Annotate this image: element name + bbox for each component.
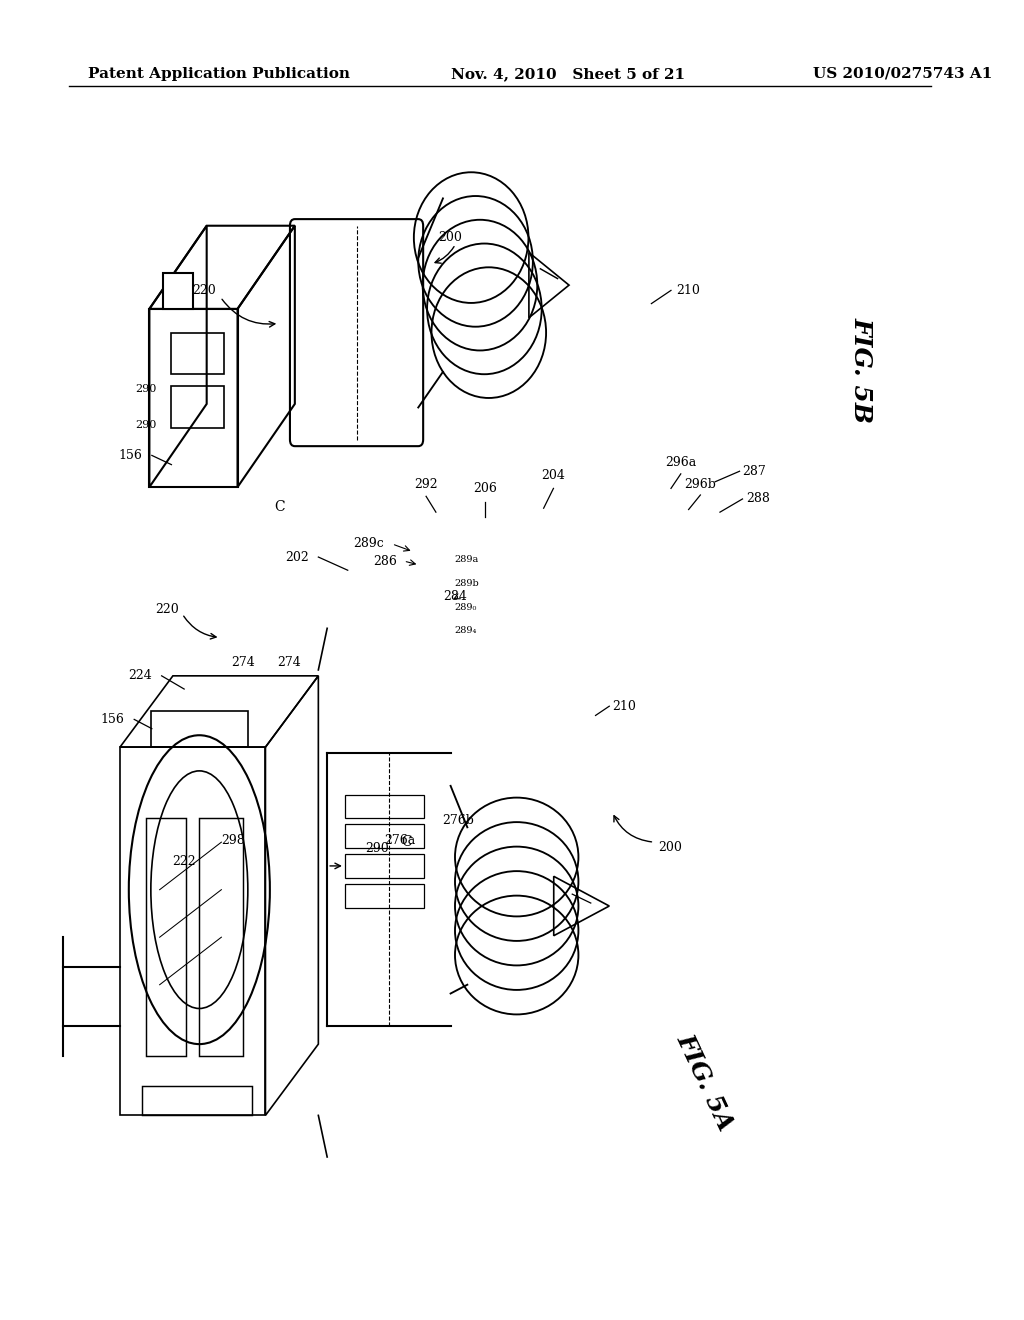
Text: 206: 206 [473, 482, 497, 495]
Text: 290: 290 [366, 842, 389, 855]
Text: 289a: 289a [455, 556, 479, 564]
Text: C: C [401, 836, 412, 849]
Text: 290: 290 [135, 420, 157, 430]
Text: 202: 202 [285, 550, 308, 564]
Text: 200: 200 [438, 231, 463, 244]
Text: Nov. 4, 2010   Sheet 5 of 21: Nov. 4, 2010 Sheet 5 of 21 [451, 67, 685, 81]
Text: 289c: 289c [353, 537, 384, 550]
Text: 289₄: 289₄ [455, 627, 477, 635]
Text: 296b: 296b [684, 478, 717, 491]
Text: US 2010/0275743 A1: US 2010/0275743 A1 [813, 67, 992, 81]
Text: 296a: 296a [666, 455, 696, 469]
Text: 156: 156 [100, 713, 124, 726]
Text: 286: 286 [373, 554, 396, 568]
Text: 274: 274 [231, 656, 255, 669]
Text: 276a: 276a [384, 834, 416, 847]
Text: 274: 274 [278, 656, 301, 669]
Text: 210: 210 [676, 284, 699, 297]
Text: FIG. 5A: FIG. 5A [673, 1030, 738, 1135]
Text: 224: 224 [128, 669, 152, 682]
Text: 287: 287 [742, 465, 766, 478]
Text: 288: 288 [746, 492, 770, 506]
Text: 220: 220 [191, 284, 215, 297]
Text: 298: 298 [221, 834, 245, 847]
Text: 276b: 276b [442, 814, 474, 828]
Text: 210: 210 [612, 700, 636, 713]
Text: 204: 204 [542, 469, 565, 482]
Text: C: C [273, 500, 285, 513]
Polygon shape [163, 273, 194, 309]
Text: FIG. 5B: FIG. 5B [850, 317, 874, 422]
Text: 284: 284 [442, 590, 467, 603]
Text: 292: 292 [415, 478, 438, 491]
Text: 220: 220 [156, 603, 179, 616]
Text: 289₀: 289₀ [455, 603, 477, 611]
Text: 200: 200 [658, 841, 682, 854]
Text: 289b: 289b [455, 579, 479, 587]
Text: Patent Application Publication: Patent Application Publication [88, 67, 350, 81]
Text: 156: 156 [118, 449, 142, 462]
Text: 290: 290 [135, 384, 157, 395]
Text: 222: 222 [172, 855, 196, 869]
